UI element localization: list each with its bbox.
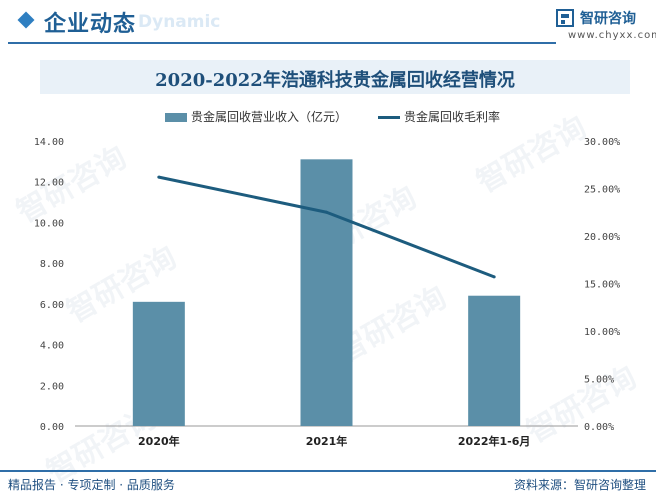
chart-title-band [40, 60, 630, 94]
margin-point-2 [492, 275, 496, 279]
y-right-tick-label: 5.00% [584, 375, 614, 386]
brand-url[interactable]: www.chyxx.com [568, 30, 656, 41]
legend-line-swatch [378, 116, 400, 119]
x-category-label: 2022年1-6月 [458, 434, 531, 448]
chart-title: 2020-2022年浩通科技贵金属回收经营情况 [155, 70, 515, 91]
legend-item-revenue: 贵金属回收营业收入（亿元） [165, 108, 347, 125]
legend-bar-swatch [165, 113, 187, 122]
y-right-tick-label: 20.00% [584, 232, 620, 243]
y-left-tick-label: 10.00 [34, 218, 64, 229]
y-left-tick-label: 4.00 [40, 341, 64, 352]
footer-tagline: 精品报告 · 专项定制 · 品质服务 [8, 478, 175, 492]
page-title: 企业动态 [44, 12, 137, 37]
margin-point-1 [325, 210, 328, 214]
header-watermark-text: Dynamic [138, 12, 221, 32]
bar-0 [132, 301, 185, 426]
margin-point-0 [157, 175, 161, 179]
y-left-tick-label: 2.00 [40, 381, 64, 392]
footer-divider [0, 470, 656, 472]
legend-label-revenue: 贵金属回收营业收入（亿元） [191, 110, 348, 124]
y-right-tick-label: 30.00% [584, 137, 620, 148]
y-right-tick-label: 10.00% [584, 327, 620, 338]
y-left-tick-label: 6.00 [40, 300, 64, 311]
y-right-tick-label: 25.00% [584, 185, 620, 196]
header-divider [8, 42, 556, 44]
footer-source: 资料来源：智研咨询整理 [513, 478, 646, 492]
page-header: 企业动态 Dynamic 智研咨询 www.chyxx.com [0, 0, 656, 44]
y-left-tick-label: 8.00 [40, 259, 64, 270]
chart-legend: 贵金属回收营业收入（亿元） 贵金属回收毛利率 [0, 108, 656, 126]
y-left-tick-label: 12.00 [34, 178, 64, 189]
y-left-tick-label: 14.00 [34, 137, 64, 148]
y-right-tick-label: 15.00% [584, 280, 620, 291]
x-category-label: 2020年 [138, 434, 180, 448]
bar-2 [468, 295, 521, 426]
bar-1 [300, 159, 353, 427]
brand-name: 智研咨询 [580, 11, 636, 27]
legend-item-margin: 贵金属回收毛利率 [378, 108, 500, 125]
brand-logo-icon [556, 9, 574, 27]
x-category-label: 2021年 [306, 434, 348, 448]
y-right-tick-label: 0.00% [584, 422, 614, 433]
legend-label-margin: 贵金属回收毛利率 [404, 110, 501, 124]
y-left-tick-label: 0.00 [40, 422, 64, 433]
